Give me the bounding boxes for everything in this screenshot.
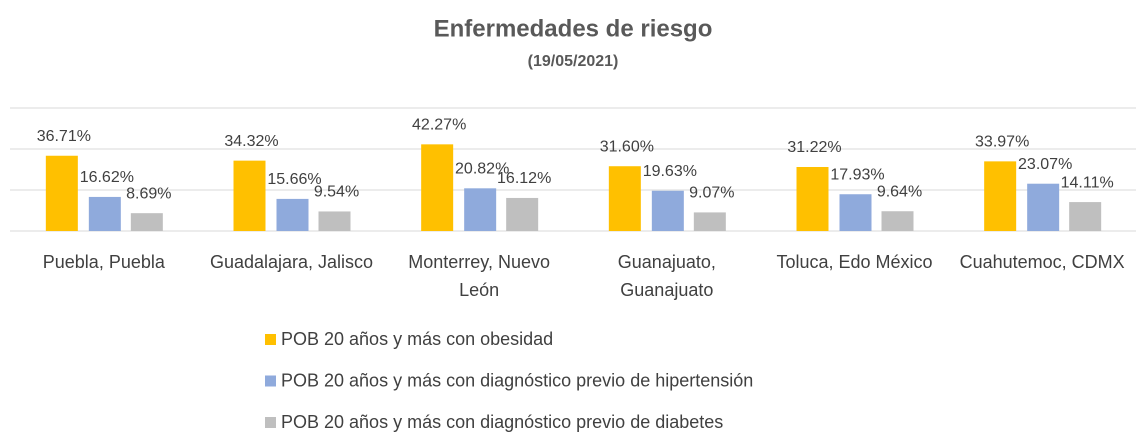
data-label: 42.27%	[412, 117, 466, 134]
legend-swatch	[265, 417, 276, 428]
bar	[233, 160, 266, 231]
chart-subtitle: (19/05/2021)	[528, 53, 619, 70]
bar	[608, 166, 641, 231]
data-label: 9.07%	[689, 185, 734, 202]
data-label: 8.69%	[126, 185, 171, 202]
x-tick-label: Puebla, Puebla	[42, 252, 165, 272]
data-label: 14.11%	[1061, 174, 1114, 191]
bar	[130, 213, 163, 231]
data-label: 16.12%	[497, 170, 551, 187]
bar	[651, 190, 684, 231]
bar	[1027, 183, 1060, 231]
bar	[276, 198, 309, 231]
bar	[796, 166, 829, 231]
legend-label: POB 20 años y más con diagnóstico previo…	[281, 412, 723, 432]
bar	[45, 155, 78, 231]
bar	[318, 211, 351, 231]
data-label: 23.07%	[1018, 156, 1072, 173]
x-tick-label: Cuahutemoc, CDMX	[959, 252, 1125, 272]
bar	[464, 188, 497, 231]
bar	[88, 196, 121, 231]
data-label: 9.64%	[877, 183, 922, 200]
bar	[984, 161, 1017, 231]
chart-title: Enfermedades de riesgo	[434, 15, 713, 42]
x-tick-label: Toluca, Edo México	[776, 252, 933, 272]
legend-label: POB 20 años y más con obesidad	[281, 329, 553, 349]
data-label: 16.62%	[80, 169, 134, 186]
data-label: 31.22%	[787, 139, 841, 156]
legend-swatch	[265, 334, 276, 345]
data-label: 19.63%	[643, 163, 697, 180]
legend-label: POB 20 años y más con diagnóstico previo…	[281, 370, 753, 390]
data-label: 33.97%	[975, 134, 1029, 151]
bar	[693, 212, 726, 231]
bar	[1069, 202, 1102, 231]
bar	[839, 194, 872, 231]
legend-swatch	[265, 375, 276, 387]
x-tick-label: Guanajuato, Guanajuato	[617, 252, 716, 300]
data-label: 15.66%	[267, 171, 321, 188]
data-label: 9.54%	[314, 184, 359, 201]
x-tick-label: Monterrey, Nuevo León	[408, 252, 551, 300]
bar	[881, 211, 914, 231]
bar	[421, 144, 454, 231]
data-label: 36.71%	[37, 128, 91, 145]
bar	[506, 197, 539, 231]
x-tick-label: Guadalajara, Jalisco	[209, 252, 374, 272]
data-label: 20.82%	[455, 161, 509, 178]
data-label: 34.32%	[224, 133, 278, 150]
data-label: 31.60%	[600, 138, 654, 155]
data-label: 17.93%	[830, 166, 884, 183]
